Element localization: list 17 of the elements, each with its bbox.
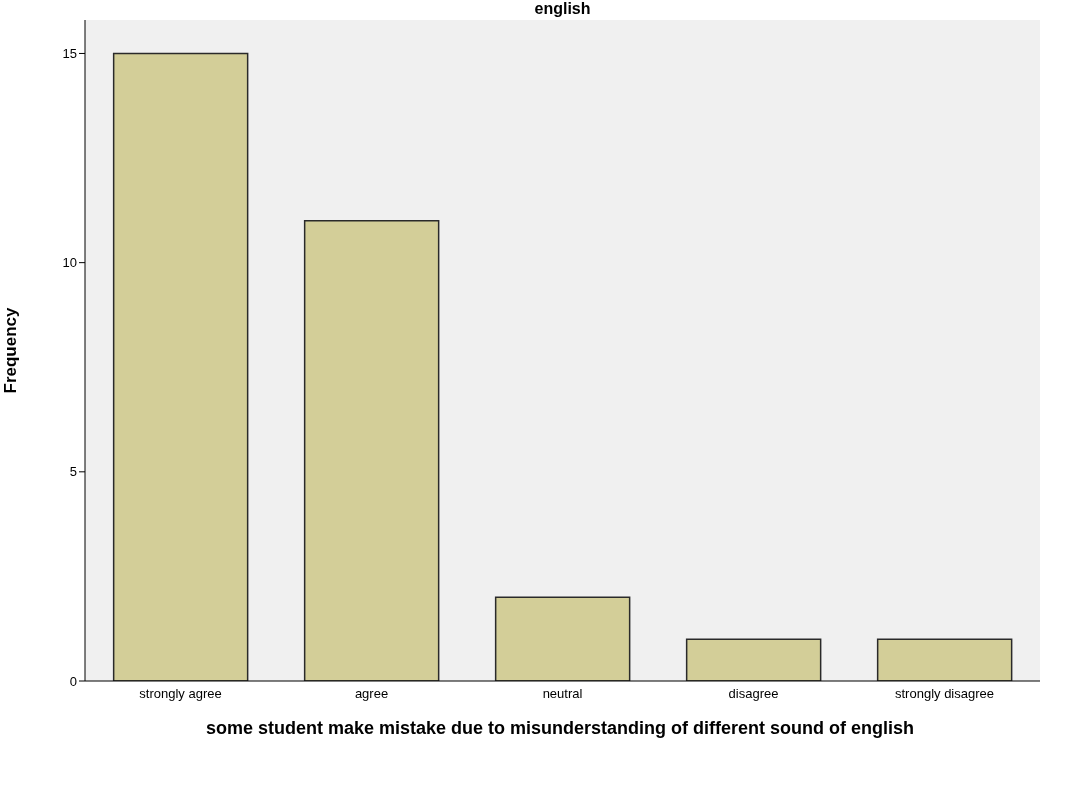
y-tick-label: 15: [62, 46, 77, 62]
y-tick-label: 0: [69, 673, 77, 689]
x-tick-label: strongly disagree: [895, 686, 994, 702]
bar: [303, 220, 440, 681]
bar: [685, 638, 822, 681]
x-tick-label: agree: [354, 686, 389, 702]
chart-title: english: [533, 0, 592, 18]
y-tick-label: 5: [69, 464, 77, 480]
x-tick-label: strongly agree: [139, 686, 222, 702]
x-axis-title: some student make mistake due to misunderstanding of different sound of english: [204, 718, 916, 738]
bar: [876, 638, 1013, 681]
x-tick-label: disagree: [728, 686, 779, 702]
y-axis-title: Frequency: [1, 306, 21, 394]
y-tick-label: 10: [62, 255, 77, 271]
bar: [112, 52, 249, 681]
x-tick-label: neutral: [542, 686, 583, 702]
bar: [494, 596, 631, 681]
